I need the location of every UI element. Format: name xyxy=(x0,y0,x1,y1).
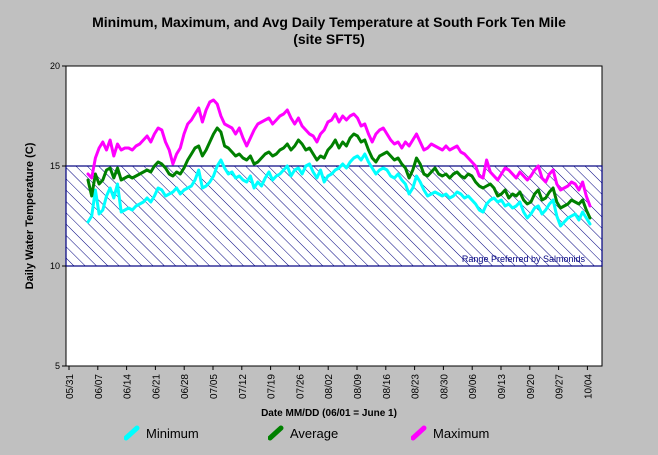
x-tick-label-10-04: 10/04 xyxy=(583,374,594,399)
x-tick-label-08-09: 08/09 xyxy=(353,374,364,399)
x-tick-label-06-21: 06/21 xyxy=(151,374,162,399)
x-tick-label-07-26: 07/26 xyxy=(295,374,306,399)
legend-maximum: Maximum xyxy=(411,424,489,442)
x-tick-label-08-23: 08/23 xyxy=(411,374,422,399)
chart-subtitle: (site SFT5) xyxy=(293,31,365,47)
x-axis-label: Date MM/DD (06/01 = June 1) xyxy=(261,408,397,419)
series-line-minimum xyxy=(86,152,592,228)
legend-minimum-label: Minimum xyxy=(146,425,199,441)
series-line-average xyxy=(86,126,592,220)
x-tick-label-06-14: 06/14 xyxy=(123,374,134,399)
chart-title: Minimum, Maximum, and Avg Daily Temperat… xyxy=(92,14,566,30)
legend-minimum: Minimum xyxy=(124,424,199,442)
x-tick-label-08-30: 08/30 xyxy=(439,374,450,399)
legend-average-label: Average xyxy=(290,425,339,441)
y-tick-label-15: 15 xyxy=(50,161,60,171)
x-tick-label-07-12: 07/12 xyxy=(238,374,249,399)
range-band-label: Range Preferred by Salmonids xyxy=(462,254,586,264)
range-band xyxy=(65,165,603,267)
x-tick-label-08-02: 08/02 xyxy=(324,374,335,399)
x-tick-label-06-28: 06/28 xyxy=(180,374,191,399)
y-tick-label-5: 5 xyxy=(55,361,60,371)
x-tick-label-07-05: 07/05 xyxy=(209,374,220,399)
y-tick-label-20: 20 xyxy=(50,61,60,71)
y-axis-label: Daily Water Temperature (C) xyxy=(24,142,36,289)
x-tick-label-08-16: 08/16 xyxy=(382,374,393,399)
x-tick-label-09-06: 09/06 xyxy=(468,374,479,399)
x-tick-label-07-19: 07/19 xyxy=(267,374,278,399)
x-tick-label-09-20: 09/20 xyxy=(526,374,537,399)
x-tick-label-09-27: 09/27 xyxy=(555,374,566,399)
y-tick-label-10: 10 xyxy=(50,261,60,271)
x-tick-label-09-13: 09/13 xyxy=(497,374,508,399)
series-line-maximum xyxy=(86,98,592,208)
legend-average: Average xyxy=(268,424,338,442)
legend-maximum-label: Maximum xyxy=(433,425,490,441)
x-tick-label-05-31: 05/31 xyxy=(65,374,76,399)
x-tick-label-06-07: 06/07 xyxy=(94,374,105,399)
